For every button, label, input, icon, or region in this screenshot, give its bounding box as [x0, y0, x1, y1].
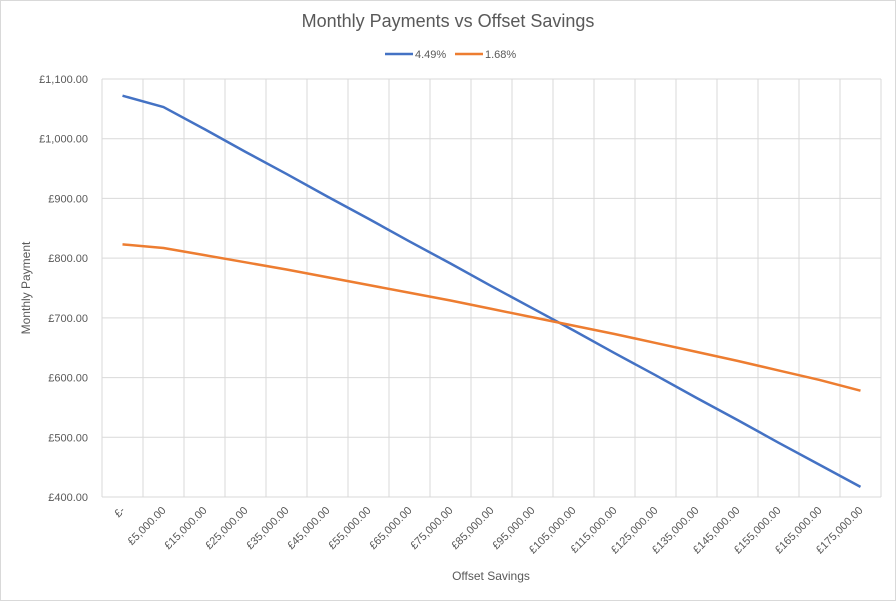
y-axis-title: Monthly Payment — [19, 241, 33, 334]
y-tick-label: £500.00 — [48, 432, 88, 444]
line-series — [122, 94, 862, 488]
y-tick-label: £800.00 — [48, 253, 88, 265]
legend-label: 1.68% — [485, 49, 516, 61]
legend-label: 4.49% — [415, 49, 446, 61]
y-tick-label: £700.00 — [48, 313, 88, 325]
x-axis-title: Offset Savings — [452, 569, 530, 583]
line-series — [122, 243, 861, 392]
y-tick-label: £600.00 — [48, 373, 88, 385]
y-tick-label: £900.00 — [48, 193, 88, 205]
y-tick-label: £1,000.00 — [39, 134, 88, 146]
y-tick-label: £400.00 — [48, 492, 88, 504]
y-tick-label: £1,100.00 — [39, 74, 88, 86]
chart-title: Monthly Payments vs Offset Savings — [302, 11, 595, 31]
